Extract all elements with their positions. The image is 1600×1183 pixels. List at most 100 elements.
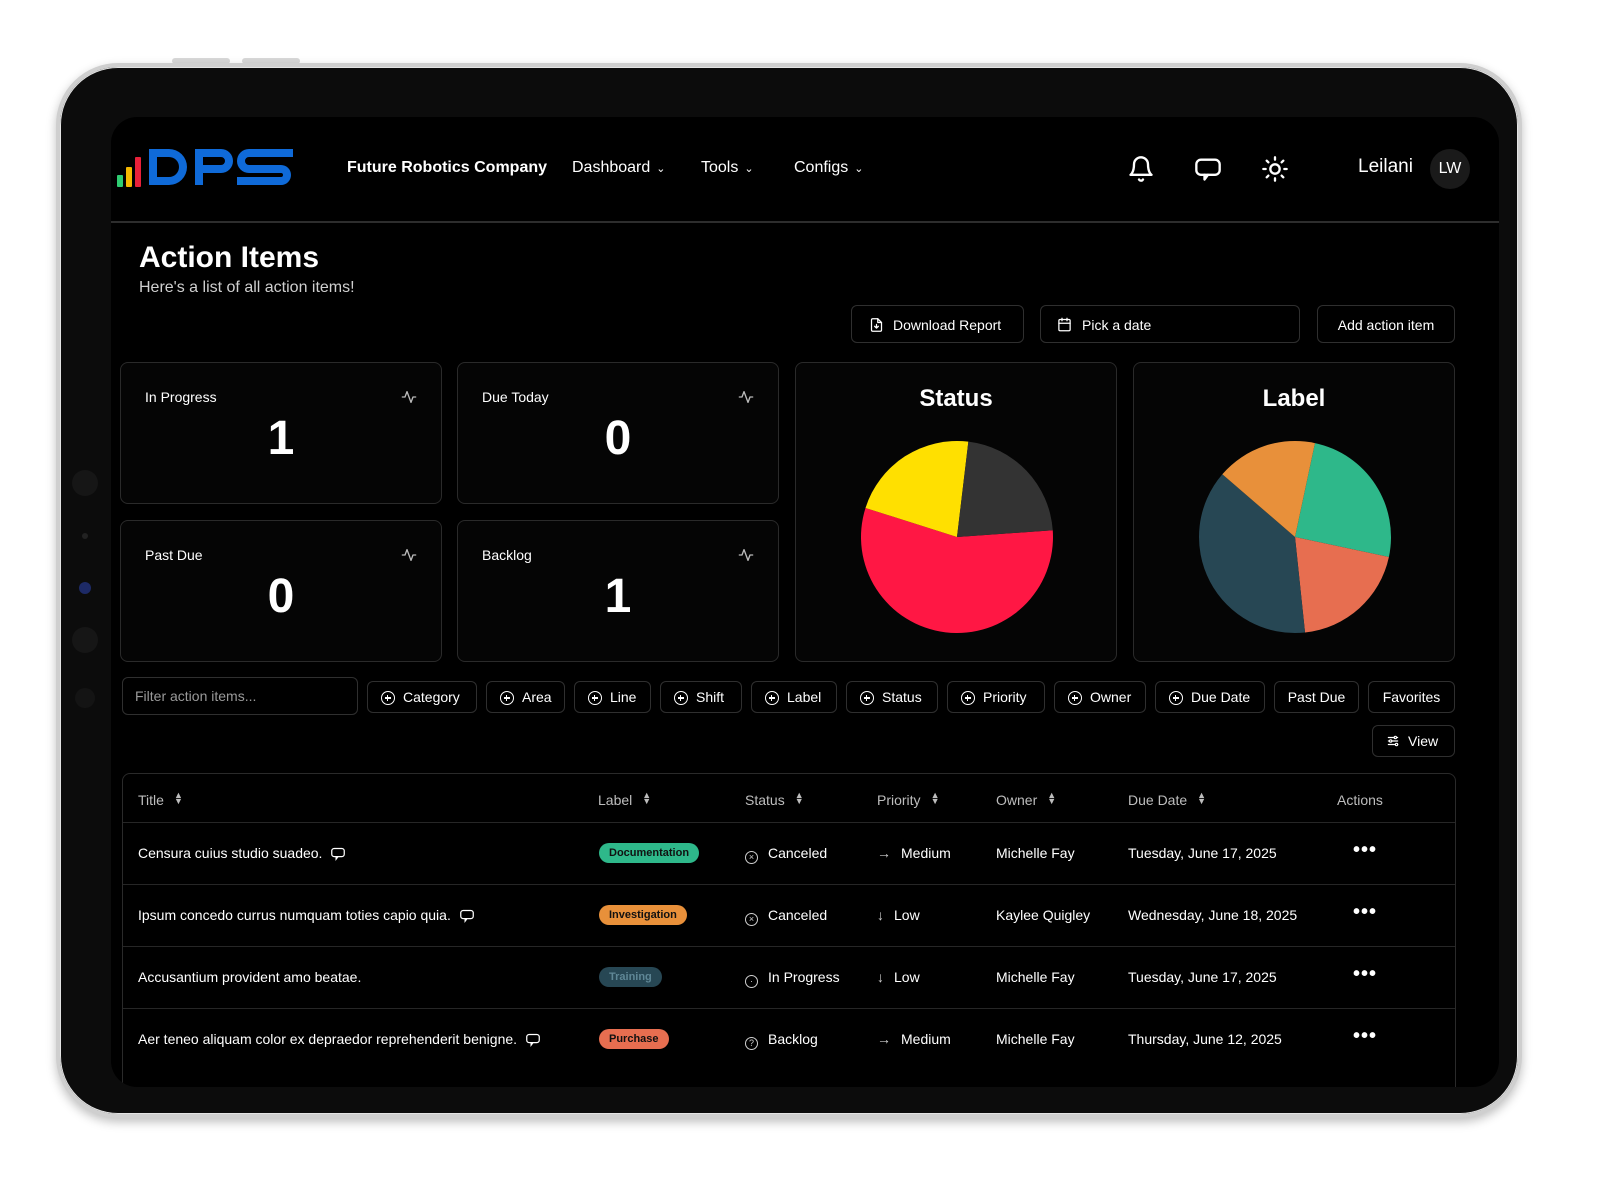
sensor xyxy=(72,470,98,496)
sensor xyxy=(72,627,98,653)
comment-icon[interactable] xyxy=(330,846,346,861)
device-button xyxy=(242,58,300,64)
comment-icon[interactable] xyxy=(525,1032,541,1047)
label-chart-card: Label xyxy=(1133,362,1455,662)
table-row[interactable]: Aer teneo aliquam color ex depraedor rep… xyxy=(123,1008,1455,1071)
filter-status[interactable]: Status xyxy=(846,681,938,713)
filter-label[interactable]: Label xyxy=(751,681,837,713)
row-status-text: Canceled xyxy=(768,845,828,861)
more-actions-icon[interactable]: ••• xyxy=(1353,1025,1378,1047)
column-header-priority[interactable]: Priority ▲ ▼ xyxy=(877,790,940,809)
sort-icon: ▲ ▼ xyxy=(1047,790,1057,806)
filter-priority[interactable]: Priority xyxy=(947,681,1045,713)
column-header-label: Priority xyxy=(877,792,921,808)
activity-icon xyxy=(738,391,754,403)
nav-tools-label: Tools xyxy=(701,159,739,176)
plus-circle-icon xyxy=(1169,691,1183,705)
sun-icon[interactable] xyxy=(1261,155,1289,183)
label-pie-chart xyxy=(1199,441,1391,633)
row-title-text: Accusantium provident amo beatae. xyxy=(138,969,362,985)
column-header-title[interactable]: Title ▲ ▼ xyxy=(138,790,183,809)
nav-configs[interactable]: Configs ⌄ xyxy=(794,159,863,177)
sort-icon: ▲ ▼ xyxy=(173,790,183,806)
stat-label: Due Today xyxy=(482,389,549,405)
label-badge: Purchase xyxy=(599,1029,669,1049)
plus-circle-icon xyxy=(500,691,514,705)
filter-past-due[interactable]: Past Due xyxy=(1274,681,1359,713)
column-header-label: Due Date xyxy=(1128,792,1188,808)
label-badge: Investigation xyxy=(599,905,687,925)
table-row[interactable]: Accusantium provident amo beatae. Traini… xyxy=(123,946,1455,1009)
sort-icon: ▲ ▼ xyxy=(1197,790,1207,806)
dps-logo[interactable] xyxy=(117,143,297,193)
filter-category[interactable]: Category xyxy=(367,681,477,713)
download-report-button[interactable]: Download Report xyxy=(851,305,1024,343)
download-report-label: Download Report xyxy=(893,317,1002,333)
bell-icon[interactable] xyxy=(1127,155,1155,183)
company-name: Future Robotics Company xyxy=(347,159,548,176)
table-row[interactable]: Censura cuius studio suadeo. Documentati… xyxy=(123,822,1455,885)
row-title: Aer teneo aliquam color ex depraedor rep… xyxy=(138,1031,541,1047)
more-actions-icon[interactable]: ••• xyxy=(1353,901,1378,923)
stat-card-due-today[interactable]: Due Today 0 xyxy=(457,362,779,504)
avatar[interactable]: LW xyxy=(1430,149,1470,189)
comment-icon[interactable] xyxy=(459,908,475,923)
plus-circle-icon xyxy=(1068,691,1082,705)
date-picker[interactable]: Pick a date xyxy=(1040,305,1300,343)
filter-area[interactable]: Area xyxy=(486,681,565,713)
row-priority-text: Medium xyxy=(901,1031,951,1047)
user-name[interactable]: Leilani xyxy=(1358,156,1413,177)
row-title: Ipsum concedo currus numquam toties capi… xyxy=(138,907,475,923)
column-header-status[interactable]: Status ▲ ▼ xyxy=(745,791,804,809)
filter-due-date[interactable]: Due Date xyxy=(1155,681,1265,713)
pie-slice-0[interactable] xyxy=(861,507,1053,633)
plus-circle-icon xyxy=(765,691,779,705)
chart-title: Label xyxy=(1262,385,1326,412)
arrow-down-icon: ↓ xyxy=(877,907,884,923)
top-bar: Future Robotics Company Dashboard ⌄ Tools… xyxy=(111,117,1499,223)
row-priority: → Medium xyxy=(877,845,951,861)
column-header-label: Owner xyxy=(996,792,1038,808)
stat-card-past-due[interactable]: Past Due 0 xyxy=(120,520,442,662)
arrow-right-icon: → xyxy=(877,1031,891,1047)
pie-slice-2[interactable] xyxy=(1199,474,1306,633)
filter-favorites[interactable]: Favorites xyxy=(1368,681,1455,713)
stat-card-in-progress[interactable]: In Progress 1 xyxy=(120,362,442,504)
chip-label: Owner xyxy=(1090,689,1132,705)
filter-owner[interactable]: Owner xyxy=(1054,681,1146,713)
view-label: View xyxy=(1408,733,1439,749)
add-action-item-button[interactable]: Add action item xyxy=(1317,305,1455,343)
chip-label: Label xyxy=(787,689,822,705)
filter-input[interactable]: Filter action items... xyxy=(122,677,358,715)
stat-card-backlog[interactable]: Backlog 1 xyxy=(457,520,779,662)
pie-slice-2[interactable] xyxy=(957,441,1053,537)
column-header-actions: Actions xyxy=(1337,792,1383,808)
nav-tools[interactable]: Tools ⌄ xyxy=(701,159,754,177)
stat-value: 1 xyxy=(604,570,632,623)
chip-label: Due Date xyxy=(1191,689,1251,705)
pie-slice-1[interactable] xyxy=(1295,537,1389,633)
table-row[interactable]: Ipsum concedo currus numquam toties capi… xyxy=(123,884,1455,947)
row-title-text: Aer teneo aliquam color ex depraedor rep… xyxy=(138,1031,518,1047)
chevron-down-icon: ⌄ xyxy=(656,163,666,175)
nav-dashboard-label: Dashboard xyxy=(572,159,651,176)
column-header-owner[interactable]: Owner ▲ ▼ xyxy=(996,790,1057,809)
message-icon[interactable] xyxy=(1194,155,1222,183)
filter-line[interactable]: Line xyxy=(574,681,651,713)
nav-dashboard[interactable]: Dashboard ⌄ xyxy=(572,159,666,177)
pie-slice-3[interactable] xyxy=(1222,441,1315,537)
column-header-label[interactable]: Label ▲ ▼ xyxy=(598,791,651,809)
pie-slice-1[interactable] xyxy=(865,441,969,537)
view-options-button[interactable]: View xyxy=(1372,725,1455,757)
column-header-due-date[interactable]: Due Date ▲ ▼ xyxy=(1128,790,1207,809)
more-actions-icon[interactable]: ••• xyxy=(1353,963,1378,985)
chevron-down-icon: ⌄ xyxy=(854,163,864,175)
pie-slice-0[interactable] xyxy=(1295,443,1391,557)
sort-icon: ▲ ▼ xyxy=(930,790,940,806)
x-circle-icon: × xyxy=(745,851,758,864)
stat-value: 1 xyxy=(267,412,295,465)
filter-shift[interactable]: Shift xyxy=(660,681,742,713)
sensor xyxy=(82,533,88,539)
calendar-icon xyxy=(1058,317,1071,332)
more-actions-icon[interactable]: ••• xyxy=(1353,839,1378,861)
